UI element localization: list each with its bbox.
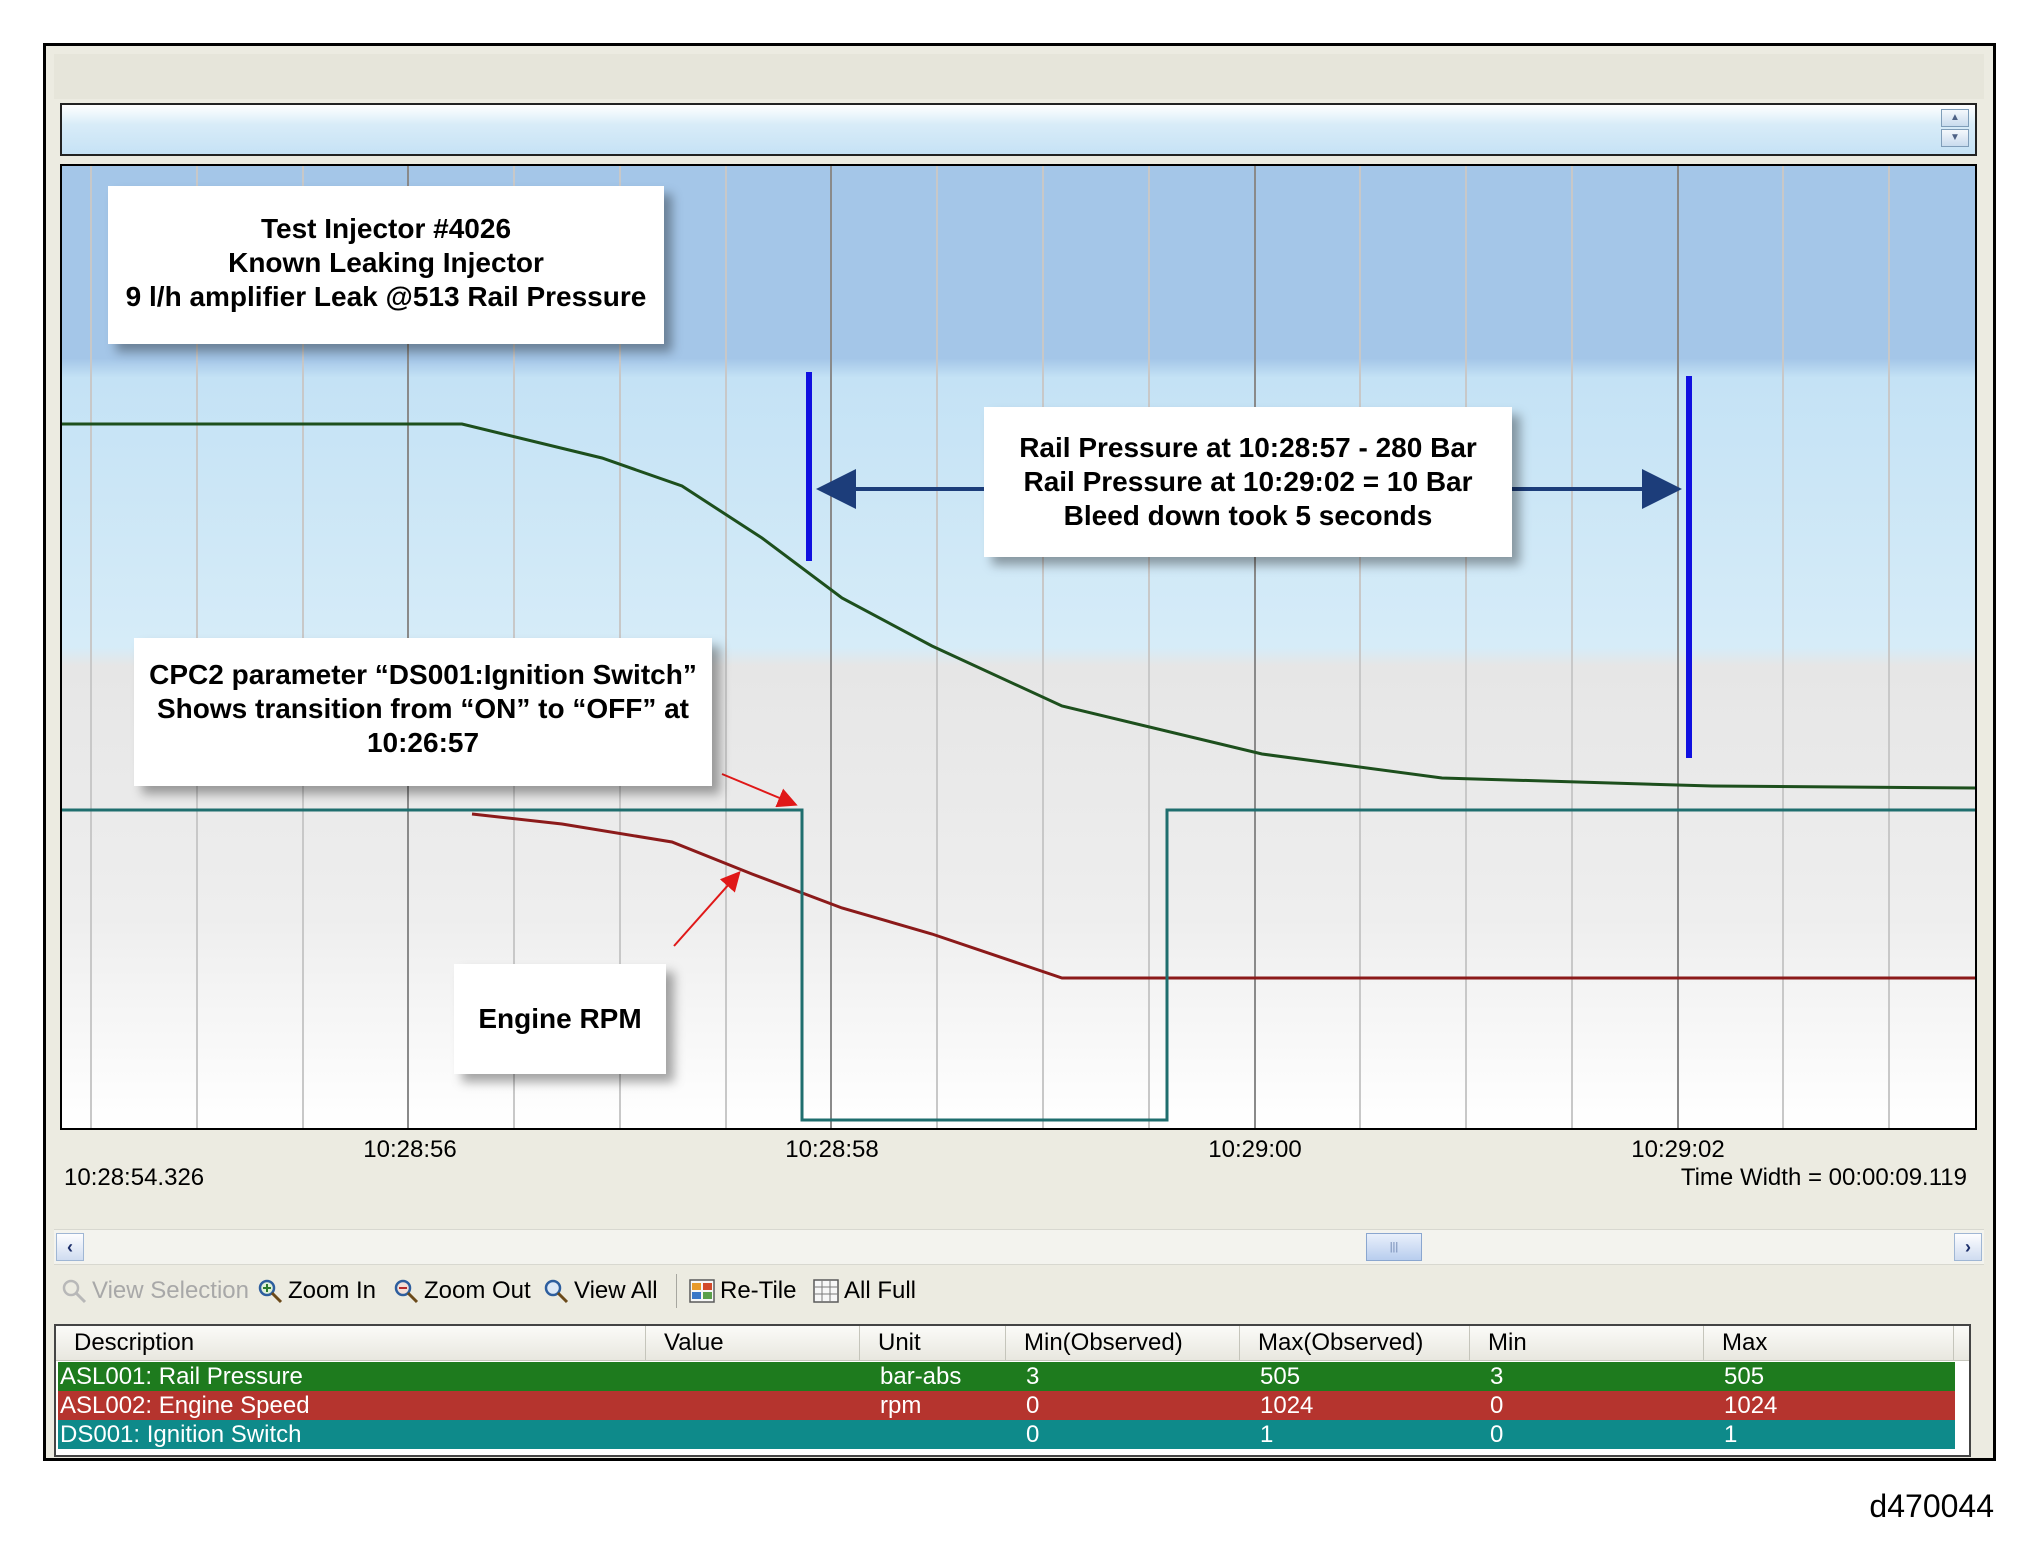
- cell-min: 0: [1490, 1392, 1504, 1419]
- cell-max: 1: [1724, 1421, 1738, 1448]
- view-all-icon: [544, 1279, 569, 1304]
- trace-window: ▲ ▼: [43, 43, 1996, 1461]
- column-header[interactable]: Value: [646, 1326, 860, 1360]
- figure-id: d470044: [1869, 1488, 1994, 1524]
- cell-unit: rpm: [880, 1392, 922, 1419]
- all-full-button[interactable]: All Full: [812, 1276, 916, 1306]
- cell-min: 3: [1490, 1363, 1504, 1390]
- cell-min-observed: 3: [1026, 1363, 1040, 1390]
- cell-max-observed: 505: [1260, 1363, 1301, 1390]
- view-all-button[interactable]: View All: [542, 1276, 658, 1306]
- cell-max-observed: 1: [1260, 1421, 1274, 1448]
- cell-unit: bar-abs: [880, 1363, 962, 1390]
- table-row[interactable]: ASL002: Engine Speed rpm 0 1024 0 1024: [58, 1391, 1955, 1420]
- all-full-icon: [813, 1279, 839, 1303]
- zoom-in-label: Zoom In: [288, 1277, 377, 1304]
- x-tick-label: 10:29:02: [1631, 1136, 1725, 1163]
- toolbar-separator: [676, 1274, 677, 1308]
- window-title-strip: [54, 54, 1984, 99]
- cell-max: 505: [1724, 1363, 1765, 1390]
- series-engine-speed: [471, 812, 1975, 980]
- series-rail-pressure: [62, 422, 1975, 790]
- column-header[interactable]: Max: [1704, 1326, 1954, 1360]
- signal-table: Description Value Unit Min(Observed) Max…: [54, 1324, 1971, 1457]
- cell-max: 1024: [1724, 1392, 1778, 1419]
- plot-header-bar: ▲ ▼: [60, 103, 1977, 156]
- cell-description: DS001: Ignition Switch: [60, 1421, 302, 1448]
- spin-down-icon[interactable]: ▼: [1941, 129, 1969, 147]
- cell-max-observed: 1024: [1260, 1392, 1314, 1419]
- scroll-left-icon[interactable]: ‹: [56, 1233, 84, 1261]
- callout-line: CPC2 parameter “DS001:Ignition Switch”: [149, 659, 697, 690]
- ignition-switch-callout: CPC2 parameter “DS001:Ignition Switch” S…: [134, 638, 712, 786]
- zoom-out-label: Zoom Out: [424, 1277, 531, 1304]
- chart-toolbar: View Selection Zoom In Zoom Out: [54, 1268, 1984, 1314]
- series-ignition-switch: [62, 808, 1975, 1122]
- spin-up-icon[interactable]: ▲: [1941, 109, 1969, 127]
- table-header: Description Value Unit Min(Observed) Max…: [56, 1326, 1969, 1361]
- zoom-out-button[interactable]: Zoom Out: [392, 1276, 531, 1306]
- cell-min-observed: 0: [1026, 1421, 1040, 1448]
- view-selection-button[interactable]: View Selection: [60, 1276, 249, 1306]
- callout-line: Known Leaking Injector: [228, 247, 544, 278]
- callout-line: Engine RPM: [478, 1003, 642, 1034]
- scroll-right-icon[interactable]: ›: [1954, 1233, 1982, 1261]
- zoom-out-icon: [394, 1279, 419, 1304]
- zoom-in-icon: [258, 1279, 283, 1304]
- re-tile-icon: [689, 1279, 715, 1303]
- column-header[interactable]: Max(Observed): [1240, 1326, 1470, 1360]
- start-time-label: 10:28:54.326: [64, 1164, 205, 1191]
- cell-min-observed: 0: [1026, 1392, 1040, 1419]
- cell-description: ASL001: Rail Pressure: [60, 1363, 303, 1390]
- trace-plot[interactable]: Test Injector #4026 Known Leaking Inject…: [60, 164, 1977, 1130]
- callout-line: 10:26:57: [366, 727, 480, 758]
- re-tile-label: Re-Tile: [720, 1277, 797, 1304]
- arrow-ignition: [721, 773, 798, 808]
- x-tick-label: 10:28:56: [363, 1136, 457, 1163]
- column-header[interactable]: Min(Observed): [1006, 1326, 1240, 1360]
- re-tile-button[interactable]: Re-Tile: [688, 1276, 796, 1306]
- column-header[interactable]: Unit: [860, 1326, 1006, 1360]
- zoom-in-button[interactable]: Zoom In: [256, 1276, 376, 1306]
- callout-line: Rail Pressure at 10:29:02 = 10 Bar: [1023, 466, 1473, 497]
- table-row[interactable]: ASL001: Rail Pressure bar-abs 3 505 3 50…: [58, 1362, 1955, 1391]
- engine-rpm-callout: Engine RPM: [454, 964, 666, 1074]
- callout-line: Bleed down took 5 seconds: [1063, 500, 1433, 531]
- column-header[interactable]: Min: [1470, 1326, 1704, 1360]
- callout-line: 9 l/h amplifier Leak @513 Rail Pressure: [125, 281, 647, 312]
- scroll-thumb[interactable]: |||: [1366, 1233, 1422, 1261]
- table-row[interactable]: DS001: Ignition Switch 0 1 0 1: [58, 1420, 1955, 1449]
- view-all-label: View All: [574, 1277, 658, 1304]
- column-header[interactable]: Description: [56, 1326, 646, 1360]
- callout-line: Rail Pressure at 10:28:57 - 280 Bar: [1019, 432, 1477, 463]
- all-full-label: All Full: [844, 1277, 917, 1304]
- test-injector-callout: Test Injector #4026 Known Leaking Inject…: [108, 186, 664, 344]
- horizontal-scrollbar[interactable]: ‹ ||| ›: [54, 1229, 1984, 1265]
- time-width-label: Time Width = 00:00:09.119: [1680, 1164, 1967, 1191]
- magnifier-icon: [62, 1279, 87, 1304]
- arrow-rpm: [673, 871, 741, 947]
- callout-line: Test Injector #4026: [260, 213, 512, 244]
- cell-description: ASL002: Engine Speed: [60, 1392, 310, 1419]
- x-tick-label: 10:29:00: [1208, 1136, 1302, 1163]
- cell-min: 0: [1490, 1421, 1504, 1448]
- rail-pressure-callout: Rail Pressure at 10:28:57 - 280 Bar Rail…: [984, 407, 1512, 557]
- callout-line: Shows transition from “ON” to “OFF” at: [157, 693, 689, 724]
- view-selection-label: View Selection: [92, 1277, 249, 1304]
- x-tick-label: 10:28:58: [785, 1136, 879, 1163]
